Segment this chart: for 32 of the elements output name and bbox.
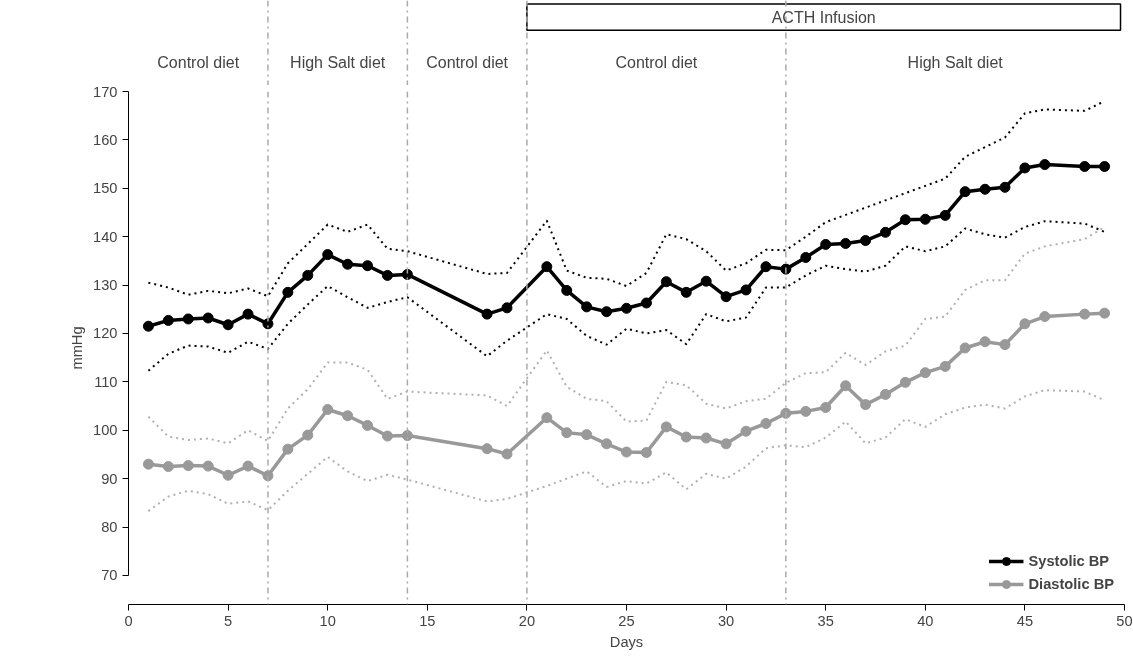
text: Control diet [615,53,698,71]
y-axis-title: mmHg [69,326,86,370]
text: Control diet [157,53,240,71]
y-tick-label: 80 [101,519,118,536]
x-tick-label: 50 [1116,612,1133,629]
legend-label: Diastolic BP [1028,576,1114,592]
y-tick-label: 120 [93,325,118,342]
x-tick-label: 30 [717,612,735,629]
y-tick-label: 140 [93,228,118,245]
x-tick-label: 0 [124,612,133,629]
text: High Salt diet [290,53,386,71]
x-tick-label: 10 [319,612,336,629]
x-tick-label: 25 [618,612,635,629]
y-tick-label: 100 [93,422,118,439]
x-tick-label: 40 [917,612,934,629]
x-tick-label: 35 [817,612,834,629]
text: Control diet [426,53,509,71]
y-tick-label: 70 [101,567,118,584]
x-tick-label: 20 [518,612,536,629]
y-tick-label: 170 [93,83,118,100]
y-tick-label: 90 [101,470,118,487]
x-axis-title: Days [609,633,644,650]
y-tick-label: 110 [94,373,118,390]
text: High Salt diet [907,53,1004,71]
x-tick-label: 5 [224,612,233,629]
y-tick-label: 130 [93,277,118,294]
y-tick-label: 160 [93,131,118,148]
y-tick-label: 150 [93,180,118,197]
x-tick-label: 45 [1016,612,1034,629]
legend-label: Systolic BP [1028,553,1110,569]
text: ACTH Infusion [771,9,876,26]
x-tick-label: 15 [419,612,436,629]
